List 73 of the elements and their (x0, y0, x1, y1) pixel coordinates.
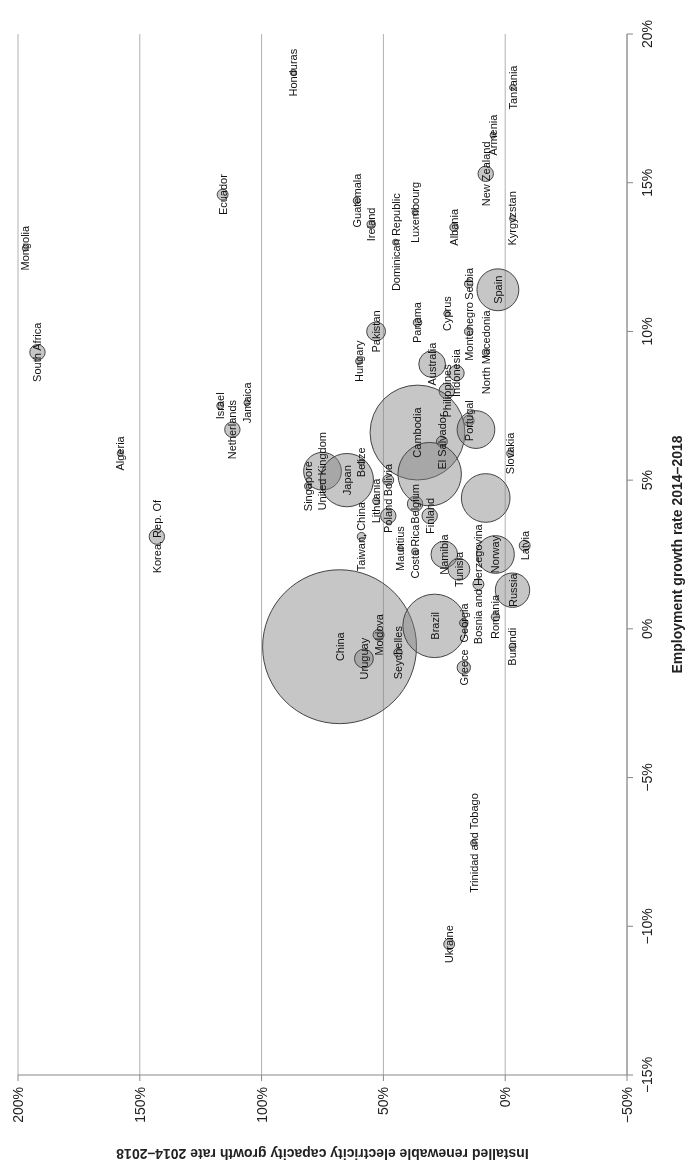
annotation: Bolivia (382, 463, 395, 497)
annotation: Netherlands (226, 399, 239, 460)
annotation: Finland (423, 497, 436, 534)
annotation: Guatemala (350, 172, 363, 228)
y-axis-title: Employment growth rate 2014–2018 (668, 435, 685, 674)
x-axis-title: Installed renewable electricity capacity growth rate 2014–2018 (116, 1146, 529, 1162)
annotation: Taiwan, China (355, 501, 368, 572)
annotation: Ireland (365, 207, 378, 242)
annotation: China (333, 631, 346, 662)
annotation: Cyprus (440, 295, 453, 331)
annotation: Trinidad and Tobago (467, 793, 480, 893)
annotation: North Macedonia (479, 309, 492, 395)
annotation: Montenegro (462, 302, 475, 361)
annotation: Luxembourg (409, 181, 422, 244)
annotation: Brazil (428, 612, 441, 640)
annotation: Norway (489, 535, 502, 574)
annotation: Slovakia (504, 431, 517, 475)
annotation: United Kingdom (316, 432, 329, 511)
annotation: Dominican Republic (389, 192, 402, 292)
annotation: Belgium (409, 484, 422, 524)
annotation: Ukraine (443, 925, 456, 964)
annotation: Cambodia (411, 406, 424, 458)
annotation: Serbia (462, 267, 475, 300)
annotation: Greece (457, 649, 470, 686)
annotation: Latvia (518, 530, 531, 561)
y-tick-label: −15% (639, 1056, 655, 1094)
annotation: Honduras (287, 48, 300, 97)
annotation: Poland (382, 498, 395, 533)
annotation: Russia (506, 572, 519, 607)
annotation: Albania (448, 208, 461, 246)
x-tick-label: −50% (619, 1087, 635, 1124)
annotation: Bosnia and Herzegovina (472, 523, 485, 645)
annotation: Hungary (353, 339, 366, 382)
annotation: Panama (411, 301, 424, 343)
annotation: Israel (214, 392, 227, 420)
annotation: Georgia (457, 602, 470, 643)
y-tick-label: −10% (639, 908, 655, 945)
x-tick-label: 100% (253, 1087, 270, 1123)
x-tick-label: 200% (10, 1087, 26, 1123)
x-tick-label: 150% (131, 1087, 148, 1123)
annotation: Burundi (506, 627, 519, 666)
annotation: Namibia (438, 533, 451, 575)
y-tick-label: 10% (639, 317, 655, 346)
annotation: Korea, Rep. Of (150, 499, 163, 574)
annotation: Singapore (301, 461, 314, 512)
y-tick-label: 5% (639, 470, 655, 491)
y-tick-label: 0% (639, 618, 655, 639)
y-tick-label: 15% (639, 168, 655, 197)
annotation: Seychelles (392, 625, 405, 680)
y-tick-label: 20% (639, 19, 655, 49)
annotation: Algeria (114, 435, 127, 471)
annotation: Australia (426, 341, 439, 386)
annotation: Jamaica (240, 381, 253, 424)
annotation: South Africa (31, 321, 44, 382)
annotation: Spain (491, 275, 504, 304)
annotation: Mauritius (394, 525, 407, 571)
annotation: Tanzania (506, 64, 519, 110)
annotation: Romania (489, 594, 502, 639)
annotation: Belize (355, 447, 368, 478)
annotation: Uruguay (357, 637, 370, 680)
x-tick-label: 0% (497, 1087, 514, 1108)
annotation: Moldova (372, 613, 385, 656)
y-tick-label: −5% (639, 763, 655, 792)
annotation: Lithuania (370, 477, 383, 524)
annotation: Ecuador (216, 173, 229, 216)
x-tick-label: 50% (375, 1087, 392, 1116)
annotation: Pakistan (370, 310, 383, 353)
annotation: Japan (340, 465, 353, 496)
annotation: Portugal (462, 400, 475, 442)
annotation: Tunisia (452, 550, 465, 587)
annotation: Kyrgyzstan (506, 191, 519, 246)
annotation: Mongolia (19, 224, 32, 271)
annotation: Costa Rica (409, 523, 422, 579)
